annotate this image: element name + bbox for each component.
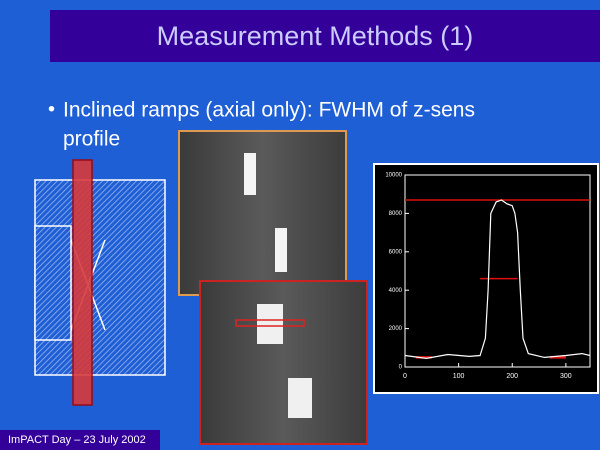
bullet-mark: • [48,98,55,120]
ct-image [199,280,368,445]
profile-curve [404,199,591,360]
bullet-line: profile [63,128,120,151]
footer-bar [0,430,160,450]
x-tick-label: 300 [560,373,572,380]
y-tick-label: 4000 [389,288,403,294]
y-tick-label: 6000 [389,249,403,255]
bullet-line: Inclined ramps (axial only): FWHM of z-s… [63,99,475,122]
plot-axes [404,174,591,368]
y-tick-label: 8000 [389,211,403,217]
x-tick-label: 200 [506,373,518,380]
x-tick-label: 100 [453,373,465,380]
ct-image [178,130,347,296]
y-tick-label: 10000 [385,173,402,179]
title: Measurement Methods (1) [157,21,474,51]
phantom-diagram [34,159,166,406]
footer: ImPACT Day – 23 July 2002 [8,434,146,446]
x-tick-label: 0 [403,373,407,380]
y-tick-label: 0 [399,365,403,371]
profile-plot: 0 100 200 300 0 2000 4000 6000 8000 10000 [385,173,591,380]
title-bar [50,10,600,62]
y-tick-label: 2000 [389,326,403,332]
